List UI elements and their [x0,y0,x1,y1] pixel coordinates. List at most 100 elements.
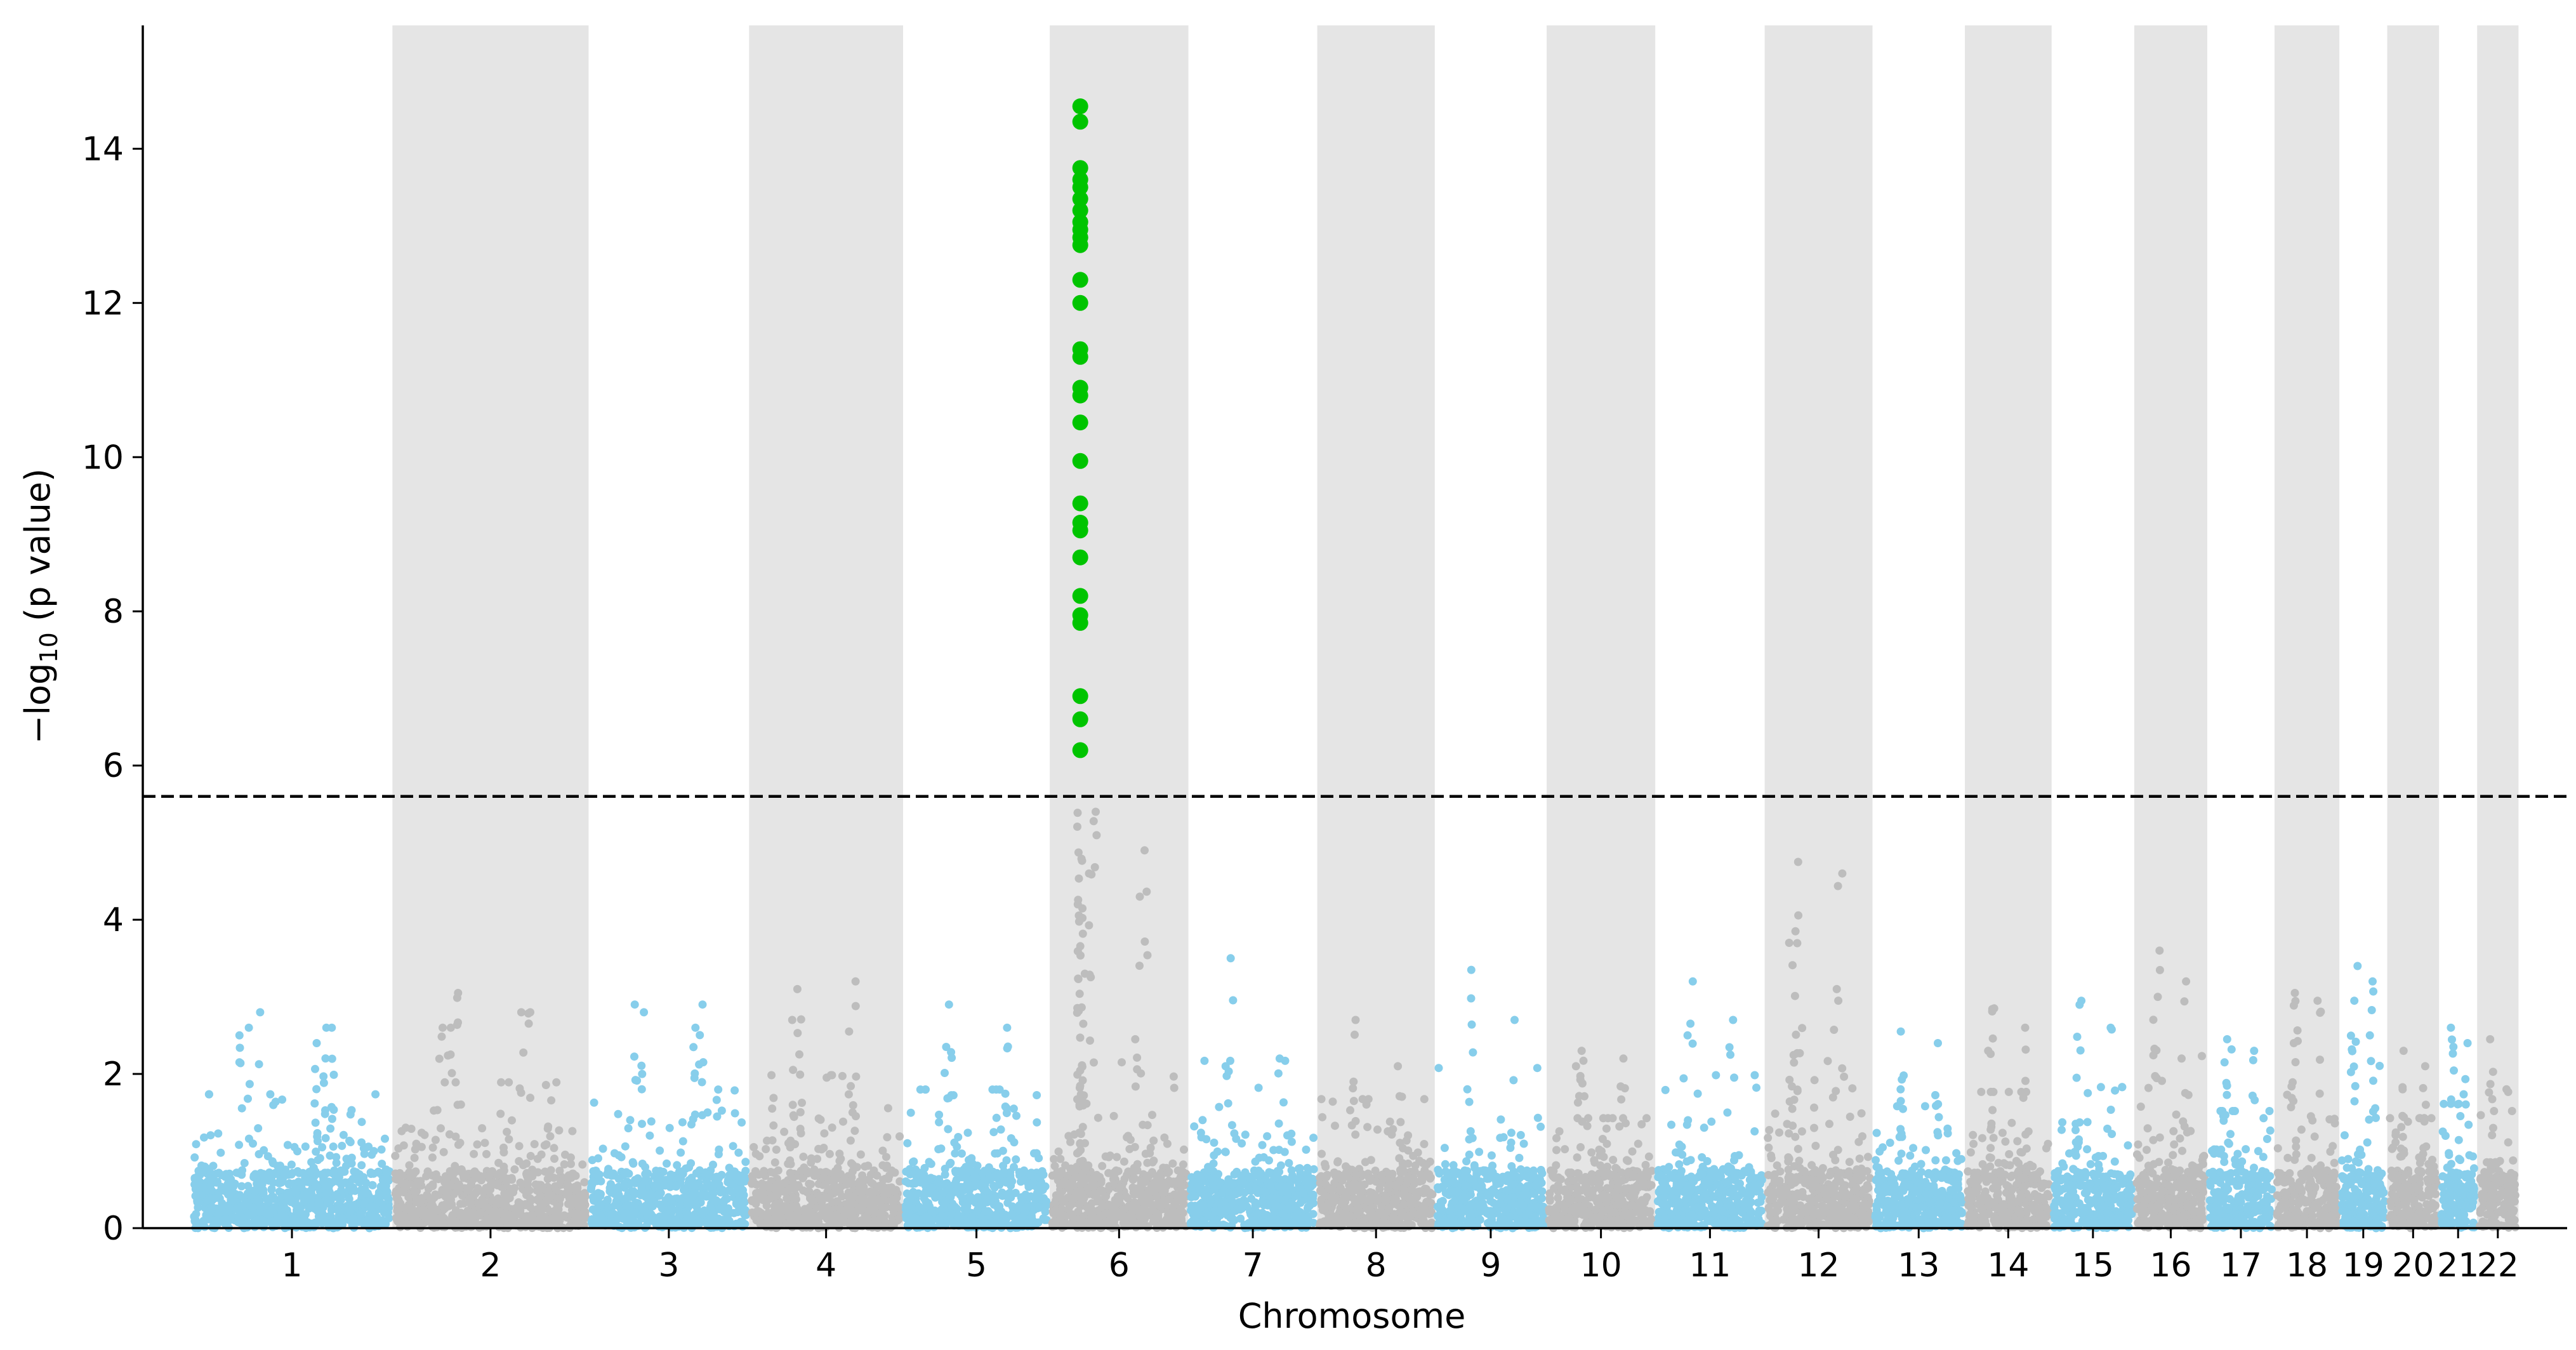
snp-point [1239,1179,1248,1188]
snp-point [772,1145,781,1154]
snp-point [225,1216,234,1225]
snp-point [734,1148,743,1157]
snp-point [456,1139,465,1148]
snp-point [915,1202,923,1211]
snp-point [338,1214,347,1222]
snp-point [378,1160,386,1168]
snp-point [1203,1210,1212,1219]
snp-point [1030,1149,1038,1158]
snp-point [235,1043,244,1052]
snp-point [712,1095,721,1104]
snp-point [446,1050,455,1059]
snp-point [492,1212,501,1221]
snp-point [767,1183,776,1192]
snp-point [237,1170,246,1179]
snp-point [208,1222,217,1231]
snp-point [459,1216,468,1225]
snp-point [637,1182,646,1191]
snp-point [1228,1179,1237,1188]
snp-point [770,1158,779,1167]
snp-point [821,1181,829,1189]
snp-point [937,1144,946,1153]
snp-point [378,1175,387,1184]
snp-point [476,1208,485,1217]
snp-point [363,1216,372,1225]
snp-point [235,1031,244,1040]
snp-point [941,1170,949,1179]
snp-point [419,1206,428,1215]
snp-point [786,1168,795,1177]
snp-point [677,1148,685,1157]
snp-point [1135,1212,1144,1221]
snp-point [313,1207,322,1215]
snp-point [267,1184,276,1193]
snp-point [336,1166,345,1175]
chromosome-band-4 [749,25,903,1228]
snp-point [1208,1220,1217,1229]
snp-point [1168,1159,1177,1168]
snp-point [318,1143,327,1152]
snp-point [431,1207,440,1215]
snp-point [1213,1147,1222,1156]
snp-point [1232,1134,1241,1143]
snp-point [311,1064,319,1073]
snp-point [594,1154,602,1163]
snp-point [692,1203,701,1212]
snp-point [851,1002,860,1010]
snp-point [345,1182,353,1191]
snp-point [391,1151,400,1160]
snp-point [1275,1054,1284,1063]
snp-point [738,1219,747,1228]
snp-point [928,1183,937,1192]
snp-point [319,1177,328,1186]
snp-point [1317,1095,1326,1104]
snp-point [1003,1044,1012,1053]
snp-point [755,1152,764,1161]
snp-point [1221,1062,1230,1071]
snp-point [1106,1151,1114,1160]
snp-point [362,1189,371,1198]
snp-point [552,1217,560,1226]
snp-point [505,1135,513,1144]
snp-point [1144,1207,1153,1216]
snp-point [269,1101,278,1109]
snp-point [849,1101,857,1109]
snp-point [339,1130,348,1139]
snp-point [1056,1181,1064,1190]
snp-point [332,1153,341,1161]
snp-point [981,1198,990,1207]
snp-point [383,1192,392,1201]
snp-point [202,1196,211,1205]
snp-point [784,1210,793,1219]
snp-point [1098,1161,1107,1170]
snp-point [621,1201,630,1210]
snp-point [347,1106,356,1115]
snp-point [374,1168,383,1177]
snp-point [1214,1170,1223,1179]
snp-point [278,1095,287,1104]
snp-point [1241,1130,1250,1139]
snp-point [1090,1058,1098,1067]
chromosome-band-18 [2274,25,2340,1228]
chromosome-band-14 [1965,25,2052,1228]
snp-point [1267,1215,1276,1224]
snp-point [741,1205,750,1214]
snp-point [729,1168,737,1177]
snp-point [691,1023,700,1032]
snp-point [373,1213,381,1222]
snp-point [1318,1113,1327,1122]
snp-point [360,1200,369,1208]
snp-point [590,1196,598,1205]
snp-point [903,1139,912,1148]
snp-point [690,1110,699,1119]
snp-point [586,1185,595,1193]
snp-point [999,1169,1007,1178]
snp-point [1224,1099,1232,1108]
snp-point [482,1222,491,1231]
snp-point [781,1188,789,1196]
snp-point [950,1202,959,1211]
snp-point [846,1136,855,1145]
snp-point [1274,1069,1283,1078]
snp-point [402,1182,411,1191]
snp-point [394,1207,403,1215]
